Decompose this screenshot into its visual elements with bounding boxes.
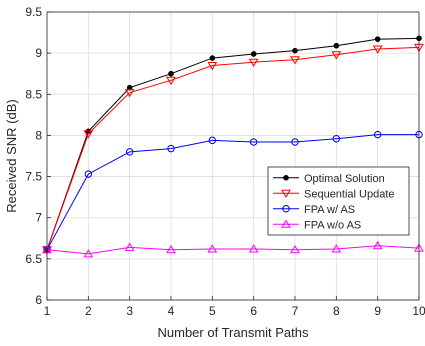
x-tick-label: 9 — [374, 304, 381, 318]
x-tick-label: 1 — [44, 304, 51, 318]
legend-label: FPA w/o AS — [304, 219, 361, 231]
data-point — [372, 45, 383, 54]
data-point — [248, 244, 259, 253]
data-point — [84, 170, 93, 178]
series-line — [46, 46, 420, 250]
data-point — [207, 244, 218, 253]
series-2 — [43, 130, 423, 254]
x-axis-title: Number of Transmit Paths — [158, 325, 309, 340]
series-3 — [42, 240, 424, 258]
data-point — [331, 51, 342, 60]
data-point — [166, 76, 176, 86]
data-point — [292, 47, 298, 54]
y-axis-title: Received SNR (dB) — [4, 99, 19, 212]
legend-marker — [282, 205, 290, 213]
data-point — [248, 58, 259, 67]
legend-marker — [283, 174, 289, 181]
y-tick-label: 6 — [35, 293, 42, 307]
data-point — [167, 144, 175, 153]
legend-label: Sequential Update — [304, 188, 395, 200]
data-point — [373, 130, 382, 139]
data-point — [372, 240, 383, 250]
data-point — [83, 130, 94, 139]
series-line — [46, 37, 420, 250]
y-tick-label: 6.5 — [25, 252, 42, 266]
series-line — [46, 245, 420, 255]
y-tick-label: 9 — [35, 46, 42, 60]
y-tick-label: 7 — [35, 211, 42, 225]
data-point — [374, 36, 381, 42]
data-point — [208, 136, 217, 145]
legend-item: Sequential Update — [273, 188, 395, 200]
data-point — [209, 55, 216, 61]
series-0 — [44, 35, 422, 253]
legend: Optimal Solution Sequential Update FPA w/ … — [267, 166, 410, 236]
data-point — [291, 138, 299, 146]
data-point — [124, 242, 135, 251]
x-tick-label: 7 — [292, 304, 299, 318]
x-tick-label: 5 — [209, 304, 216, 318]
legend-item: Optimal Solution — [273, 173, 385, 185]
data-point — [85, 128, 92, 135]
x-tick-label: 8 — [333, 304, 340, 318]
data-point — [166, 245, 176, 254]
legend-marker — [281, 189, 291, 199]
data-point — [125, 148, 134, 156]
data-point — [331, 244, 342, 253]
data-point — [290, 245, 300, 254]
legend-item: FPA w/ AS — [273, 204, 355, 216]
legend-label: FPA w/ AS — [304, 204, 355, 216]
legend-label: Optimal Solution — [304, 173, 385, 185]
data-point — [290, 56, 300, 65]
data-point — [168, 70, 174, 77]
y-tick-label: 8.5 — [25, 87, 42, 101]
legend-box — [267, 166, 410, 236]
plot-frame — [46, 11, 420, 301]
series-layer — [42, 35, 424, 258]
y-tick-label: 8 — [35, 128, 42, 142]
tick-layer: 1 2 3 4 5 6 7 8 9 10 6 6.5 7 7.5 8 8.5 9 9.5 — [25, 5, 425, 318]
data-point — [249, 138, 258, 146]
x-tick-label: 2 — [85, 304, 92, 318]
x-tick-label: 6 — [250, 304, 257, 318]
y-tick-label: 9.5 — [25, 5, 42, 19]
series-line — [46, 134, 419, 251]
data-point — [124, 89, 135, 98]
data-point — [332, 135, 341, 143]
plot-area — [47, 12, 419, 300]
x-tick-label: 10 — [412, 304, 425, 318]
x-tick-label: 4 — [168, 304, 175, 318]
data-point — [207, 61, 218, 71]
legend-marker — [281, 219, 291, 228]
y-tick-label: 7.5 — [25, 170, 42, 184]
data-point — [83, 249, 94, 258]
data-point — [333, 42, 340, 49]
x-tick-label: 3 — [126, 304, 133, 318]
legend-item: FPA w/o AS — [273, 219, 361, 231]
data-point — [250, 51, 257, 57]
